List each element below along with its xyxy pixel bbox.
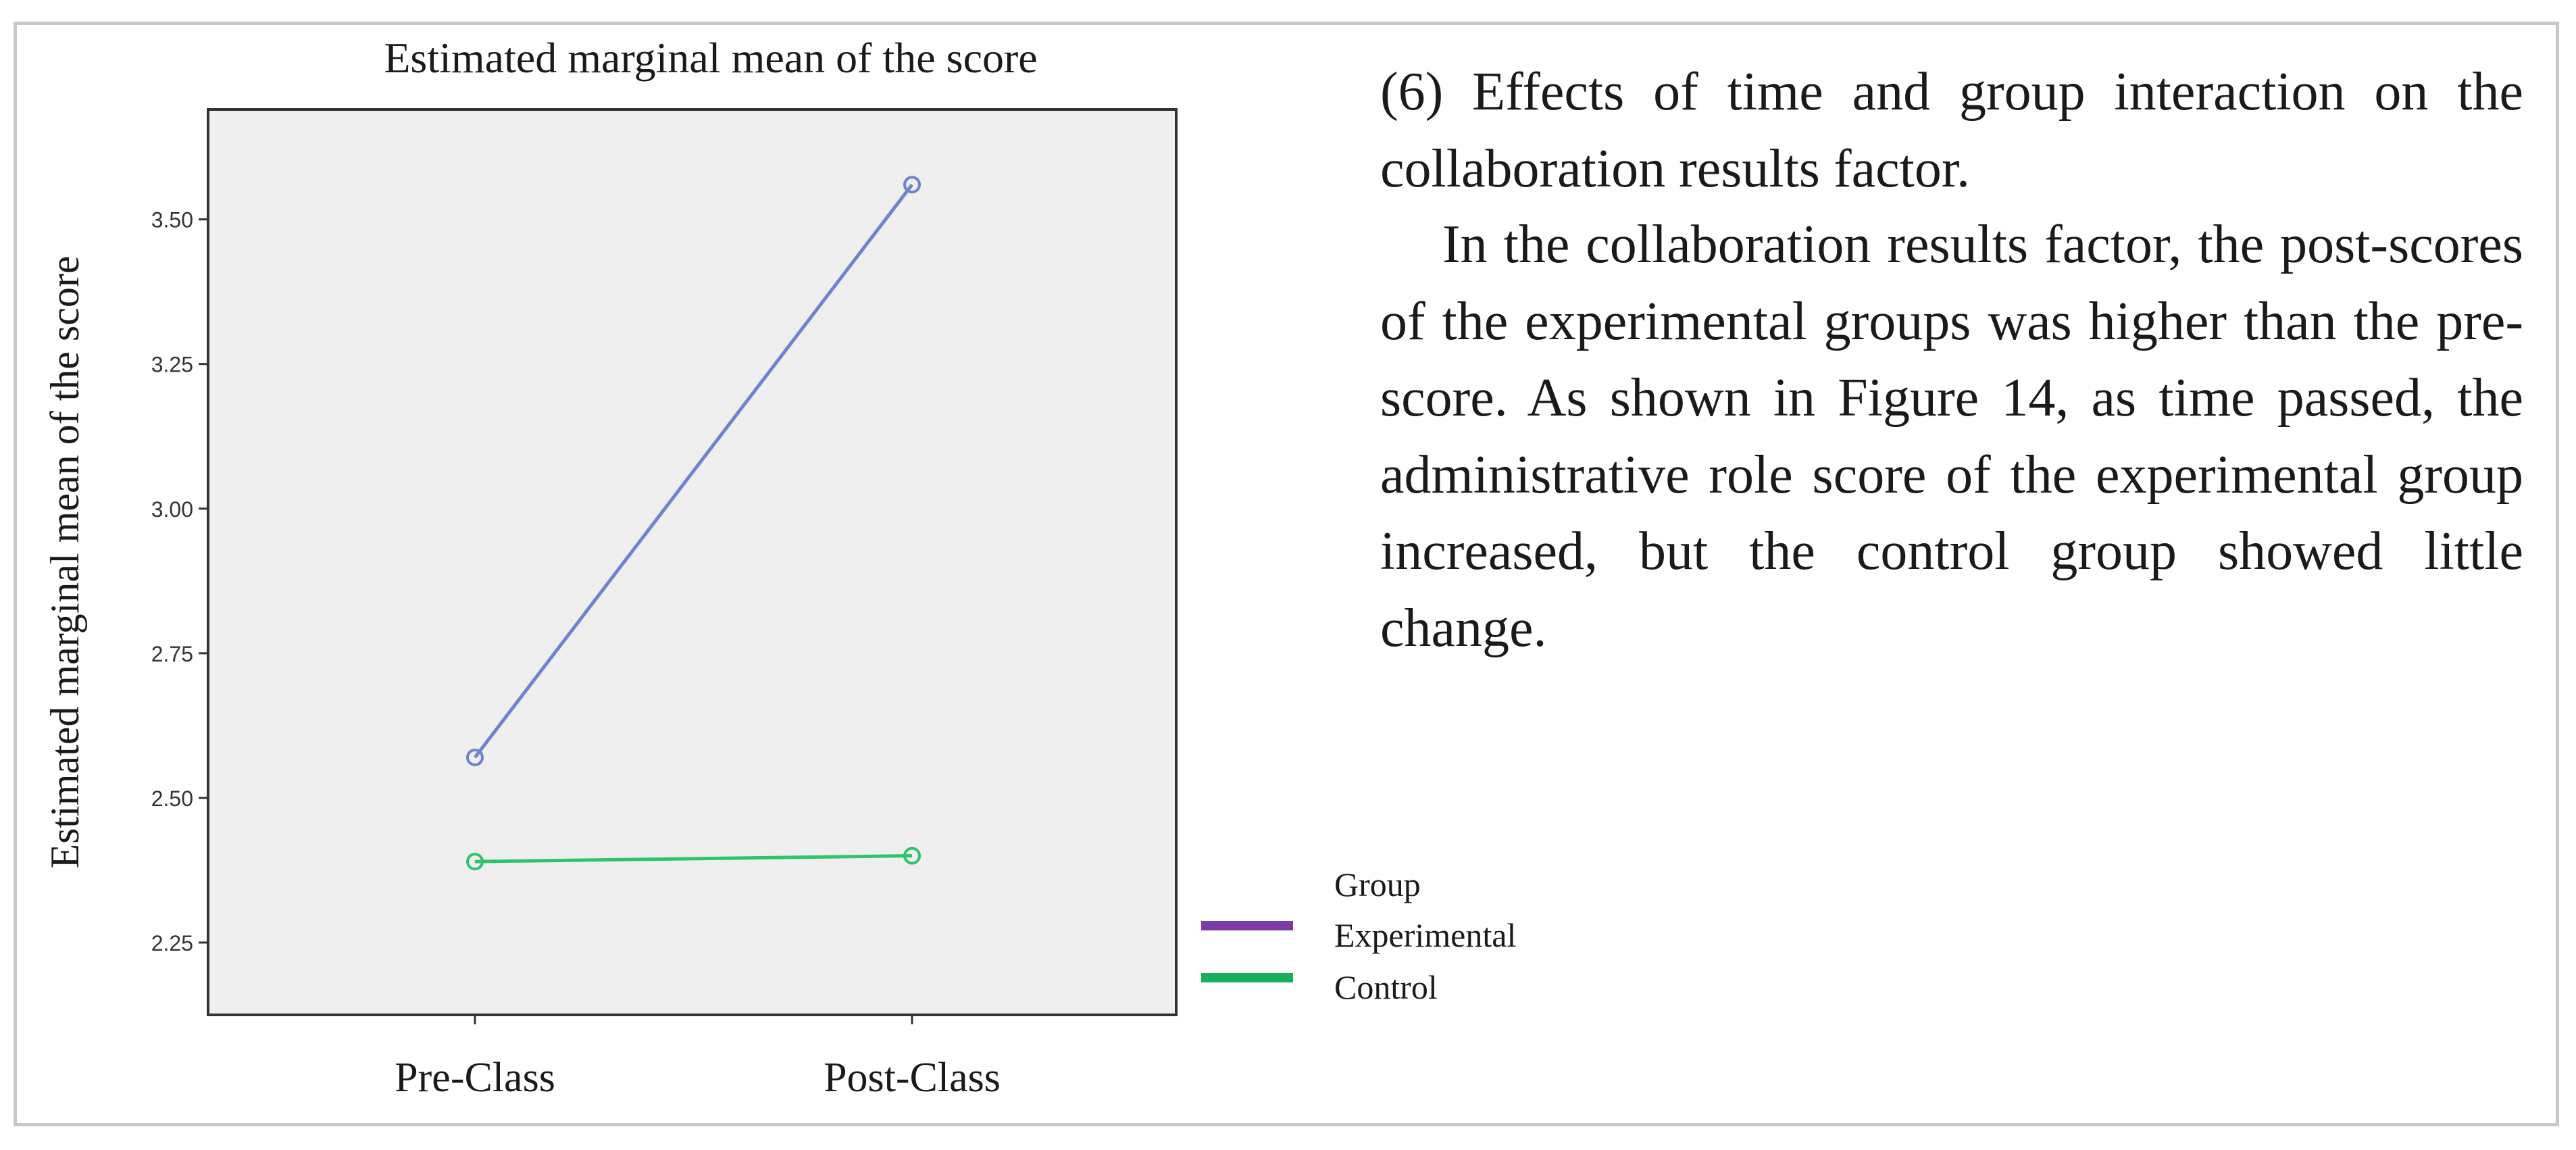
- x-tick-label: Post-Class: [824, 1055, 1001, 1101]
- y-tick-label: 2.50: [151, 786, 193, 811]
- series-layer: [466, 176, 921, 871]
- plot-area: [207, 108, 1178, 1016]
- data-point-control: [903, 847, 921, 865]
- data-point-control: [466, 853, 484, 871]
- legend-items: Experimental Control: [1201, 916, 1516, 1006]
- paragraph-heading: (6) Effects of time and group interactio…: [1380, 62, 2523, 199]
- y-tick-label: 3.00: [151, 497, 193, 522]
- y-axis-label: Estimated marginal mean of the score: [43, 256, 87, 869]
- x-tick-label: Pre-Class: [395, 1055, 555, 1101]
- data-point-experimental: [466, 748, 484, 766]
- y-axis-ticks: 2.25 2.50 2.75 3.00 3.25 3.50: [151, 208, 208, 955]
- series-line-experimental: [474, 183, 913, 759]
- legend-swatch-experimental: [1201, 921, 1293, 930]
- legend-swatch-control: [1201, 973, 1293, 982]
- series-line-control: [474, 854, 913, 864]
- data-point-experimental: [903, 176, 921, 194]
- y-tick-label: 3.50: [151, 208, 193, 232]
- x-axis-ticks: Pre-Class Post-Class: [395, 1015, 1001, 1101]
- legend-label-control: Control: [1334, 968, 1438, 1006]
- chart-title: Estimated marginal mean of the score: [384, 34, 1037, 82]
- y-tick-label: 2.75: [151, 642, 193, 666]
- paragraph-body: In the collaboration results factor, the…: [1380, 215, 2523, 658]
- legend-label-experimental: Experimental: [1334, 916, 1516, 954]
- legend: Group Experimental Control: [1201, 866, 1516, 1006]
- y-tick-label: 2.25: [151, 931, 193, 955]
- y-tick-label: 3.25: [151, 353, 193, 377]
- legend-title: Group: [1334, 866, 1421, 903]
